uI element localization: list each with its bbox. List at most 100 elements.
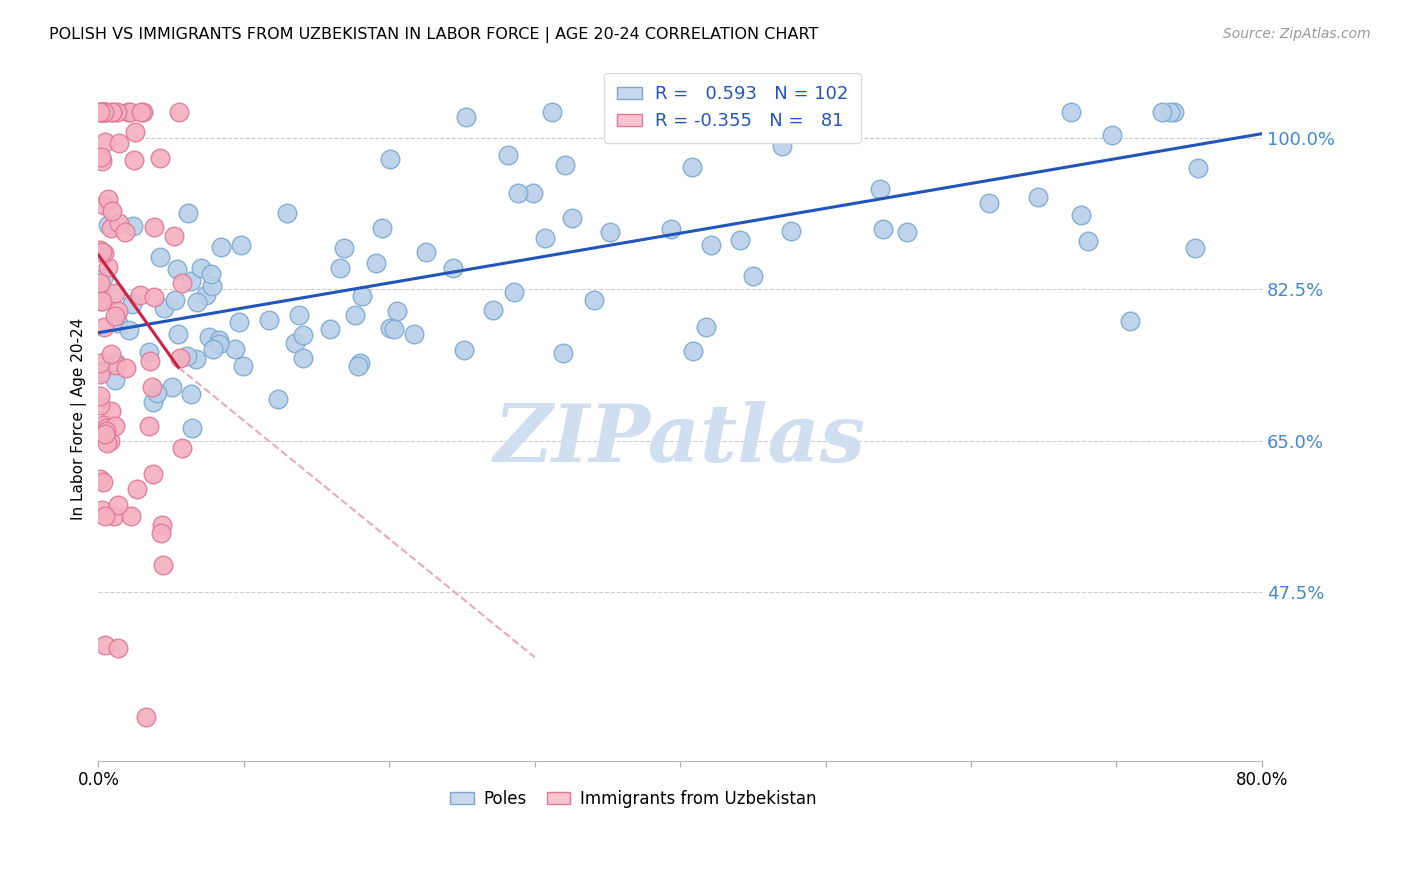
Point	[541, 105, 564, 120]
Point	[150, 518, 173, 533]
Point	[89, 367, 111, 381]
Point	[599, 225, 621, 239]
Point	[94, 135, 117, 149]
Point	[700, 237, 723, 252]
Point	[97, 193, 120, 207]
Point	[284, 336, 307, 351]
Point	[108, 216, 131, 230]
Point	[682, 343, 704, 358]
Point	[122, 153, 145, 168]
Point	[104, 373, 127, 387]
Point	[347, 359, 370, 374]
Point	[90, 365, 112, 379]
Point	[224, 343, 246, 357]
Point	[93, 508, 115, 523]
Point	[267, 392, 290, 406]
Point	[89, 276, 111, 290]
Point	[197, 330, 219, 344]
Point	[378, 152, 401, 166]
Point	[1184, 240, 1206, 254]
Point	[385, 303, 408, 318]
Point	[176, 350, 198, 364]
Point	[149, 152, 172, 166]
Point	[91, 105, 114, 120]
Point	[177, 206, 200, 220]
Point	[502, 285, 524, 299]
Point	[89, 105, 111, 120]
Point	[118, 322, 141, 336]
Point	[93, 105, 115, 120]
Point	[583, 293, 606, 307]
Point	[90, 364, 112, 378]
Point	[180, 421, 202, 435]
Point	[100, 204, 122, 219]
Legend: Poles, Immigrants from Uzbekistan: Poles, Immigrants from Uzbekistan	[444, 783, 824, 814]
Point	[257, 312, 280, 326]
Point	[276, 206, 298, 220]
Point	[169, 351, 191, 365]
Point	[209, 240, 232, 254]
Point	[143, 219, 166, 234]
Point	[89, 356, 111, 370]
Point	[180, 387, 202, 401]
Point	[152, 301, 174, 315]
Point	[364, 256, 387, 270]
Point	[553, 158, 575, 172]
Point	[1163, 105, 1185, 120]
Point	[101, 105, 124, 120]
Point	[90, 105, 112, 120]
Point	[561, 211, 583, 225]
Point	[93, 105, 115, 120]
Point	[352, 288, 374, 302]
Point	[201, 342, 224, 356]
Point	[107, 316, 129, 330]
Point	[453, 343, 475, 357]
Point	[695, 320, 717, 334]
Point	[107, 640, 129, 655]
Point	[89, 472, 111, 486]
Point	[97, 218, 120, 232]
Point	[371, 220, 394, 235]
Point	[415, 244, 437, 259]
Point	[146, 386, 169, 401]
Point	[143, 290, 166, 304]
Point	[94, 427, 117, 442]
Point	[319, 322, 342, 336]
Point	[91, 502, 114, 516]
Y-axis label: In Labor Force | Age 20-24: In Labor Force | Age 20-24	[72, 318, 87, 520]
Point	[730, 233, 752, 247]
Point	[1069, 208, 1091, 222]
Point	[104, 286, 127, 301]
Point	[93, 320, 115, 334]
Point	[93, 105, 115, 120]
Point	[194, 288, 217, 302]
Point	[349, 356, 371, 370]
Point	[1026, 190, 1049, 204]
Point	[121, 296, 143, 310]
Point	[91, 244, 114, 259]
Point	[90, 293, 112, 308]
Point	[115, 361, 138, 376]
Point	[114, 225, 136, 239]
Point	[166, 327, 188, 342]
Point	[291, 328, 314, 343]
Point	[120, 509, 142, 524]
Point	[1077, 234, 1099, 248]
Point	[142, 467, 165, 481]
Text: POLISH VS IMMIGRANTS FROM UZBEKISTAN IN LABOR FORCE | AGE 20-24 CORRELATION CHAR: POLISH VS IMMIGRANTS FROM UZBEKISTAN IN …	[49, 27, 818, 43]
Point	[977, 195, 1000, 210]
Point	[104, 309, 127, 323]
Point	[90, 293, 112, 308]
Point	[207, 336, 229, 351]
Point	[121, 219, 143, 234]
Point	[288, 308, 311, 322]
Point	[172, 277, 194, 291]
Point	[105, 356, 128, 370]
Point	[89, 243, 111, 257]
Point	[152, 558, 174, 572]
Point	[89, 283, 111, 297]
Point	[1119, 314, 1142, 328]
Point	[117, 105, 139, 120]
Point	[98, 434, 121, 448]
Point	[200, 268, 222, 282]
